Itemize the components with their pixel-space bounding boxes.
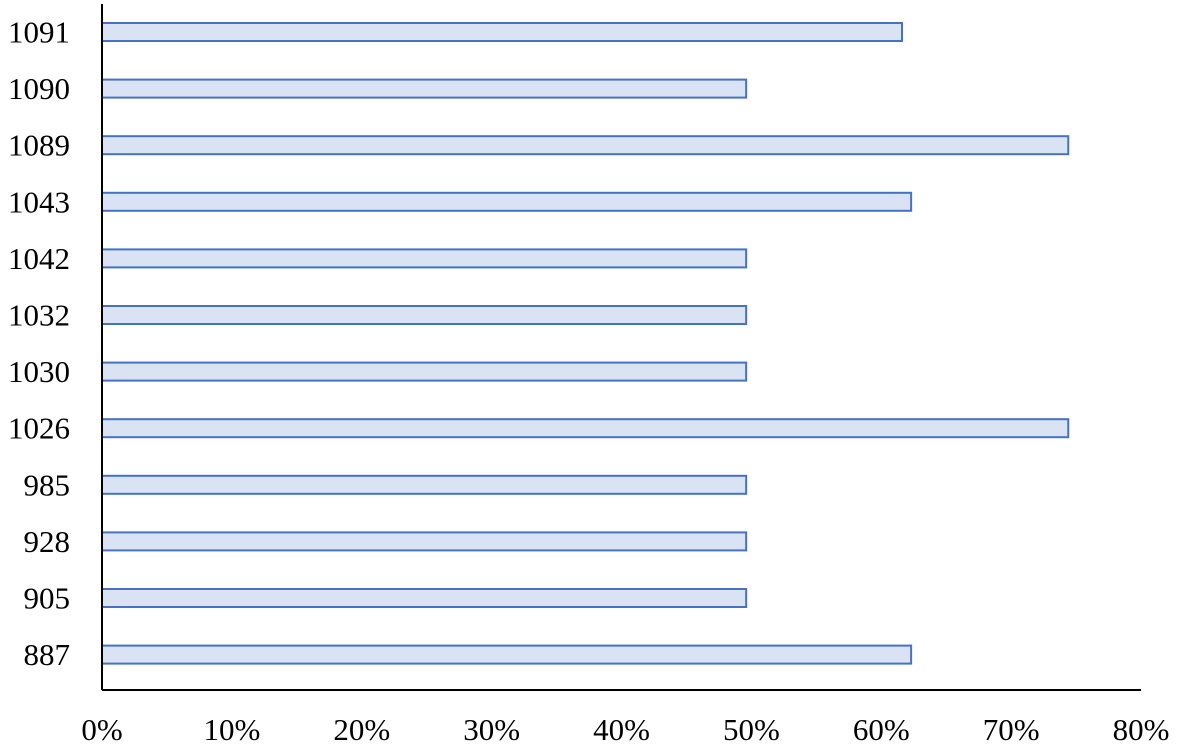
y-tick-label: 1026 [8, 411, 70, 446]
bar-985 [101, 474, 748, 495]
y-tick-label: 1090 [8, 71, 70, 106]
x-tick-label: 80% [1113, 712, 1170, 747]
x-tick-label: 20% [333, 712, 390, 747]
y-tick-label: 887 [24, 637, 71, 672]
bar-1089 [101, 135, 1070, 156]
bar-1043 [101, 191, 913, 212]
bar-1032 [101, 305, 748, 325]
y-tick-label: 928 [24, 524, 71, 559]
x-tick-label: 70% [983, 712, 1040, 747]
x-tick-label: 60% [853, 712, 910, 747]
y-tick-label: 1089 [8, 128, 70, 163]
y-tick-label: 905 [24, 581, 71, 616]
bar-1026 [101, 418, 1070, 439]
bar-905 [101, 588, 748, 608]
y-tick-label: 1042 [8, 241, 70, 276]
y-tick-label: 985 [24, 467, 71, 502]
bar-887 [101, 644, 913, 665]
bar-1042 [101, 248, 748, 269]
y-tick-label: 1030 [8, 354, 70, 389]
bars-group [101, 22, 1070, 665]
y-axis-tick-labels: 1091 1090 1089 1043 1042 1032 1030 1026 985 928 90… [8, 15, 70, 673]
x-tick-label: 0% [81, 712, 122, 747]
y-tick-label: 1043 [8, 184, 70, 219]
x-tick-label: 10% [203, 712, 260, 747]
bar-1091 [101, 22, 904, 42]
bar-928 [101, 531, 748, 552]
y-tick-label: 1032 [8, 298, 70, 333]
bar-1030 [101, 361, 748, 382]
bar-1090 [101, 78, 748, 99]
x-axis-tick-labels: 0% 10% 20% 30% 40% 50% 60% 70% 80% [81, 712, 1169, 747]
x-tick-label: 40% [593, 712, 650, 747]
x-tick-label: 50% [723, 712, 780, 747]
y-tick-label: 1091 [8, 15, 70, 50]
x-tick-label: 30% [463, 712, 520, 747]
